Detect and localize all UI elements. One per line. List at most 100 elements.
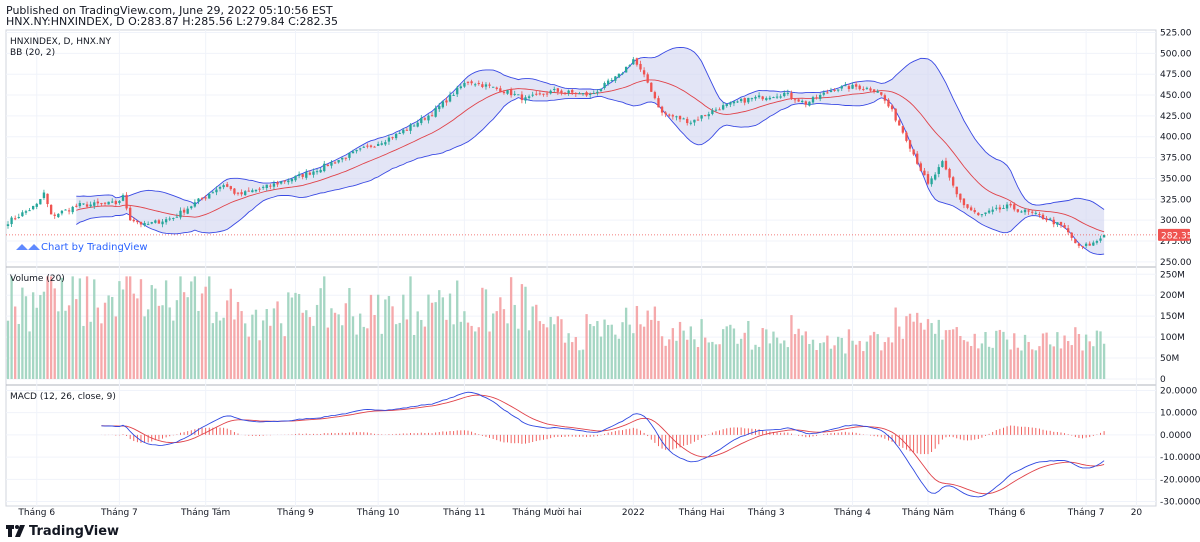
candle-body — [1049, 218, 1052, 220]
candle-body — [840, 86, 843, 89]
volume-bar — [768, 343, 772, 379]
candle-body — [499, 88, 502, 93]
candle — [844, 81, 847, 87]
candle-body — [833, 89, 836, 91]
x-tick-label: 2022 — [622, 508, 645, 518]
volume-bar — [484, 289, 488, 379]
candle-body — [560, 90, 563, 94]
candle — [39, 198, 42, 205]
candle — [876, 89, 879, 93]
candle-body — [441, 101, 445, 108]
volume-bar — [441, 297, 445, 379]
candle — [624, 66, 628, 73]
candle-body — [675, 116, 678, 118]
candle — [190, 205, 193, 210]
candle — [836, 89, 840, 93]
volume-bar — [67, 305, 71, 379]
candle-body — [42, 192, 46, 199]
candle-body — [222, 185, 225, 188]
candle-body — [129, 207, 132, 221]
candle-body — [980, 214, 984, 216]
candle-body — [535, 93, 538, 95]
candle — [1013, 202, 1016, 212]
candle-body — [621, 73, 624, 75]
macd-pane-title: MACD (12, 26, close, 9) — [10, 392, 116, 402]
footer-brand[interactable]: TradingView — [6, 522, 119, 540]
candle — [35, 202, 38, 210]
candle-body — [801, 100, 804, 103]
candle-body — [1031, 211, 1034, 213]
candle — [966, 204, 969, 210]
candle-body — [319, 169, 322, 173]
volume-bar — [466, 322, 470, 379]
candle-body — [606, 80, 610, 85]
candle — [362, 145, 365, 148]
candle — [714, 107, 718, 112]
candle-body — [1009, 203, 1012, 206]
candle-body — [757, 95, 761, 98]
candle — [24, 209, 28, 215]
candle — [168, 216, 171, 222]
candle — [865, 86, 869, 90]
volume-bar — [797, 328, 800, 379]
candle — [186, 206, 189, 215]
candle — [111, 198, 114, 204]
candle-body — [114, 201, 117, 205]
volume-bar — [998, 329, 1002, 379]
candle — [916, 151, 919, 166]
volume-bar — [696, 347, 700, 379]
candle — [164, 216, 168, 225]
volume-bar — [700, 319, 703, 379]
candle-body — [987, 210, 991, 213]
candle — [1063, 222, 1066, 229]
candle — [459, 84, 462, 90]
candle-body — [366, 145, 369, 147]
bollinger-lower-band — [76, 95, 1105, 255]
candle — [434, 105, 437, 118]
candle-body — [53, 214, 56, 216]
candle-body — [531, 94, 534, 96]
candle — [366, 143, 369, 149]
candle-body — [211, 192, 215, 194]
volume-bar — [819, 343, 822, 379]
candle — [549, 89, 552, 95]
candle-body — [991, 209, 994, 212]
volume-bar — [966, 341, 969, 379]
candle-body — [6, 224, 10, 226]
volume-bar — [100, 323, 103, 379]
candle — [229, 185, 232, 191]
candle — [973, 207, 976, 214]
candle — [53, 212, 56, 219]
candle — [1070, 232, 1073, 241]
volume-bar — [456, 280, 459, 379]
bollinger-legend: BB (20, 2) — [10, 48, 55, 58]
candle-body — [671, 115, 675, 117]
volume-bar — [668, 339, 671, 379]
candle-body — [136, 220, 139, 223]
candle — [326, 163, 330, 167]
candle-body — [456, 87, 459, 95]
volume-bar — [926, 319, 930, 379]
candle-body — [132, 219, 135, 222]
candle-body — [668, 114, 671, 116]
candle — [926, 171, 930, 186]
candle-body — [31, 205, 35, 210]
candle-body — [229, 186, 232, 190]
x-tick-label: Tháng Tám — [180, 508, 230, 518]
candle-body — [1077, 243, 1081, 246]
candle — [635, 57, 639, 67]
candle-body — [333, 162, 337, 164]
volume-bar — [592, 326, 595, 379]
volume-bar — [502, 309, 506, 379]
candle — [772, 96, 775, 99]
volume-bar — [578, 350, 581, 379]
candle — [556, 88, 560, 95]
candle — [585, 90, 588, 97]
candle — [448, 91, 452, 103]
candle — [653, 90, 657, 100]
volume-bar — [175, 300, 179, 379]
candle-body — [517, 94, 520, 96]
volume-bar — [211, 323, 215, 379]
candle-body — [1038, 213, 1041, 215]
